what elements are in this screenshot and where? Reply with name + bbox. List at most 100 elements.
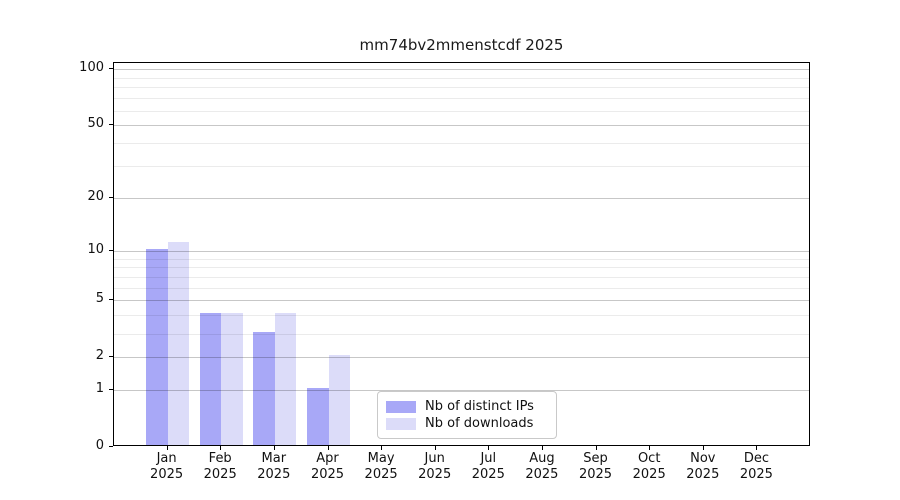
x-tick-month: Nov [690, 451, 716, 466]
bar-distinct-ips [199, 313, 222, 445]
legend: Nb of distinct IPs Nb of downloads [377, 391, 557, 439]
bar-downloads [221, 313, 243, 445]
x-tick-year: 2025 [418, 467, 452, 482]
y-tick [109, 446, 113, 447]
x-tick-month: Jun [424, 451, 445, 466]
legend-label-downloads: Nb of downloads [425, 416, 534, 431]
x-tick [541, 446, 543, 450]
y-tick [109, 196, 113, 198]
bar-distinct-ips [146, 248, 168, 445]
minor-gridline [114, 98, 809, 100]
y-tick-label: 2 [95, 348, 104, 364]
x-tick-label: Aug 2025 [514, 451, 570, 483]
bar-downloads [274, 313, 297, 445]
x-tick-label: Feb 2025 [192, 451, 248, 483]
minor-gridline [114, 87, 809, 89]
x-tick-label: Apr 2025 [300, 451, 356, 483]
minor-gridline [114, 267, 809, 269]
x-tick-year: 2025 [257, 467, 291, 482]
x-tick-label: May 2025 [353, 451, 409, 483]
bar-downloads [328, 355, 350, 445]
major-gridline [114, 357, 809, 359]
x-tick [649, 446, 651, 450]
x-tick-label: Sep 2025 [568, 451, 624, 483]
bar-distinct-ips [253, 331, 275, 445]
x-tick-year: 2025 [632, 467, 666, 482]
y-tick-label: 50 [87, 116, 104, 132]
x-tick-month: Feb [208, 451, 232, 466]
y-tick-label: 100 [79, 60, 104, 76]
minor-gridline [114, 110, 809, 112]
y-tick-label: 5 [95, 291, 104, 307]
y-tick-label: 10 [87, 241, 104, 257]
minor-gridline [114, 287, 809, 289]
minor-gridline [114, 165, 809, 167]
minor-gridline [114, 258, 809, 260]
x-tick-year: 2025 [686, 467, 720, 482]
y-tick [109, 68, 113, 70]
x-tick-label: Oct 2025 [621, 451, 677, 483]
x-tick-label: Dec 2025 [728, 451, 784, 483]
x-tick [381, 446, 383, 450]
x-tick-year: 2025 [310, 467, 345, 482]
legend-item-downloads: Nb of downloads [386, 415, 547, 432]
x-tick-year: 2025 [150, 467, 184, 482]
y-tick-label: 1 [95, 381, 104, 397]
x-tick-label: Mar 2025 [246, 451, 302, 483]
legend-label-distinct-ips: Nb of distinct IPs [425, 399, 534, 414]
y-tick-label: 20 [87, 188, 104, 204]
x-tick [595, 446, 597, 450]
x-tick-month: Aug [529, 451, 555, 466]
x-tick [756, 446, 758, 450]
major-gridline [114, 250, 809, 252]
y-tick [109, 299, 113, 301]
x-tick-year: 2025 [203, 467, 237, 482]
y-tick [109, 124, 113, 126]
x-tick-year: 2025 [471, 467, 505, 482]
minor-gridline [114, 276, 809, 278]
chart-title: mm74bv2mmenstcdf 2025 [359, 36, 564, 54]
x-tick [220, 446, 222, 450]
x-tick-label: Jan 2025 [139, 451, 195, 483]
x-tick-month: Oct [637, 451, 661, 466]
x-tick [166, 446, 168, 450]
minor-gridline [114, 333, 809, 335]
x-tick-month: Jul [480, 451, 497, 466]
x-tick-year: 2025 [525, 467, 559, 482]
legend-swatch-downloads [386, 417, 416, 430]
x-tick-month: Mar [261, 451, 287, 466]
x-tick-month: Dec [743, 451, 769, 466]
x-tick-year: 2025 [578, 467, 613, 482]
x-tick-label: Jun 2025 [407, 451, 463, 483]
major-gridline [114, 390, 809, 392]
legend-swatch-distinct-ips [386, 400, 416, 413]
y-tick [109, 356, 113, 358]
y-tick-label: 0 [95, 438, 104, 453]
major-gridline [114, 197, 809, 199]
x-tick [273, 446, 275, 450]
x-tick-month: May [367, 451, 395, 466]
x-tick-month: Apr [316, 451, 339, 466]
x-tick-month: Sep [583, 451, 608, 466]
plot-area [113, 62, 810, 446]
x-tick [702, 446, 704, 450]
minor-gridline [114, 315, 809, 317]
minor-gridline [114, 77, 809, 79]
minor-gridline [114, 143, 809, 144]
x-tick-month: Jan [156, 451, 177, 466]
y-tick [109, 389, 113, 391]
x-tick-label: Jul 2025 [460, 451, 516, 483]
bar-downloads [167, 241, 190, 445]
bar-distinct-ips [307, 388, 329, 445]
major-gridline [114, 69, 809, 71]
x-tick [434, 446, 436, 450]
legend-item-distinct-ips: Nb of distinct IPs [386, 398, 547, 415]
x-tick-year: 2025 [364, 467, 398, 482]
major-gridline [114, 300, 809, 302]
major-gridline [114, 125, 809, 127]
x-tick-year: 2025 [739, 467, 773, 482]
y-tick [109, 249, 113, 251]
x-tick [488, 446, 490, 450]
x-tick [327, 446, 329, 450]
